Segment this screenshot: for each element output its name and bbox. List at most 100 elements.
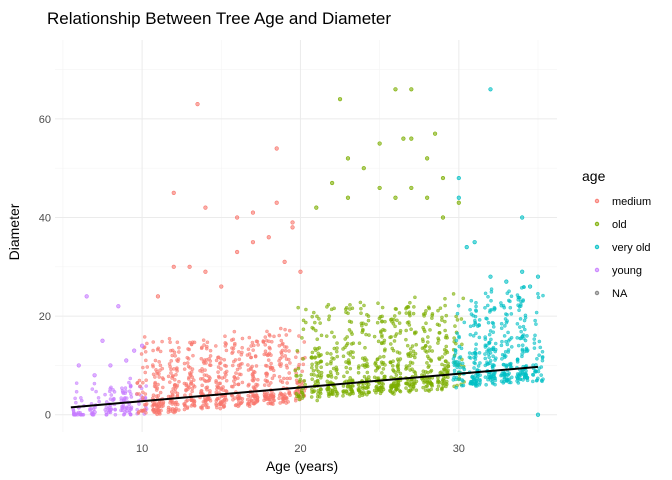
cloud-point: [428, 379, 432, 384]
data-point: [92, 373, 97, 378]
cloud-point: [166, 410, 171, 414]
cloud-point: [250, 364, 254, 369]
cloud-point: [444, 333, 449, 338]
cloud-point: [124, 389, 128, 394]
cloud-point: [277, 396, 281, 401]
cloud-point: [198, 368, 202, 373]
cloud-point: [152, 384, 157, 389]
cloud-point: [74, 400, 78, 405]
cloud-point: [348, 353, 353, 357]
cloud-point: [341, 347, 345, 351]
cloud-point: [521, 378, 525, 382]
cloud-point: [382, 328, 387, 333]
cloud-point: [265, 364, 269, 368]
cloud-point: [158, 368, 162, 373]
cloud-point: [236, 396, 241, 401]
cloud-point: [299, 390, 304, 395]
cloud-point: [313, 356, 317, 360]
cloud-point: [113, 407, 117, 412]
cloud-point: [139, 352, 144, 356]
cloud-point: [357, 364, 361, 368]
cloud-point: [499, 301, 503, 305]
cloud-point: [524, 373, 529, 377]
cloud-point: [317, 346, 322, 350]
cloud-point: [503, 324, 507, 328]
cloud-point: [478, 381, 482, 385]
cloud-point: [396, 369, 401, 374]
cloud-point: [200, 383, 204, 388]
cloud-point: [380, 319, 384, 323]
cloud-point: [144, 358, 148, 363]
cloud-point: [280, 380, 285, 385]
cloud-point: [443, 352, 447, 356]
cloud-point: [462, 367, 467, 372]
data-point: [219, 284, 224, 289]
cloud-point: [439, 370, 443, 375]
cloud-point: [284, 357, 289, 361]
data-point: [100, 338, 105, 343]
cloud-point: [520, 347, 525, 352]
cloud-point: [200, 345, 204, 350]
cloud-point: [232, 329, 237, 334]
cloud-point: [367, 390, 372, 395]
data-point: [274, 146, 279, 151]
cloud-point: [183, 402, 187, 406]
cloud-point: [457, 334, 461, 339]
data-point: [464, 244, 469, 250]
cloud-point: [469, 298, 474, 303]
cloud-point: [541, 293, 545, 298]
cloud-point: [536, 369, 541, 374]
regression-line: [70, 365, 539, 409]
cloud-point: [240, 380, 245, 385]
cloud-point: [342, 374, 346, 379]
cloud-point: [470, 375, 474, 379]
cloud-point: [141, 365, 145, 370]
cloud-point: [460, 378, 464, 382]
cloud-point: [523, 338, 528, 343]
data-point: [92, 410, 97, 415]
cloud-point: [171, 374, 175, 378]
cloud-point: [325, 379, 330, 384]
cloud-point: [394, 373, 399, 377]
cloud-point: [472, 366, 476, 370]
cloud-point: [249, 399, 254, 403]
cloud-point: [277, 333, 282, 338]
cloud-point: [216, 370, 220, 374]
cloud-point: [249, 355, 253, 360]
cloud-point: [173, 390, 178, 394]
cloud-point: [78, 410, 83, 415]
cloud-point: [452, 363, 457, 368]
cloud-point: [443, 303, 447, 308]
cloud-point: [391, 369, 396, 373]
data-point: [337, 97, 343, 102]
cloud-point: [389, 335, 393, 339]
cloud-point: [222, 357, 227, 362]
cloud-point: [509, 312, 514, 316]
cloud-point: [224, 378, 229, 383]
cloud-point: [158, 412, 162, 416]
cloud-point: [176, 357, 181, 361]
cloud-point: [506, 348, 511, 352]
cloud-point: [404, 381, 409, 386]
cloud-point: [128, 384, 133, 389]
cloud-point: [233, 341, 237, 346]
cloud-point: [216, 365, 221, 369]
cloud-point: [166, 374, 171, 379]
cloud-point: [440, 315, 444, 320]
cloud-point: [278, 401, 283, 405]
legend-key: [594, 198, 600, 204]
cloud-point: [519, 336, 523, 340]
cloud-point: [364, 386, 369, 391]
cloud-point: [151, 408, 155, 412]
data-point: [235, 249, 240, 255]
cloud-point: [390, 346, 395, 351]
cloud-point: [144, 410, 148, 415]
cloud-point: [224, 348, 229, 353]
data-point: [520, 215, 525, 220]
legend-key: [594, 244, 600, 250]
cloud-point: [485, 349, 489, 353]
cloud-point: [483, 352, 487, 356]
cloud-point: [483, 291, 488, 296]
cloud-point: [360, 356, 365, 361]
